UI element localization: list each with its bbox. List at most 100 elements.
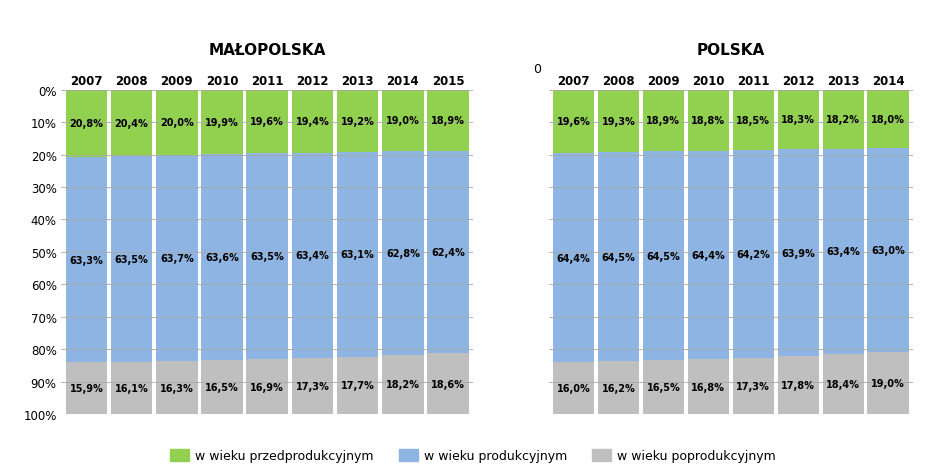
Text: 18,9%: 18,9% [431, 116, 465, 126]
Bar [111, 362, 152, 414]
Bar [642, 90, 684, 152]
Text: 62,4%: 62,4% [431, 248, 465, 258]
Bar [598, 90, 639, 153]
Text: 19,6%: 19,6% [556, 117, 590, 127]
Text: 64,5%: 64,5% [646, 251, 680, 261]
Bar [428, 152, 469, 354]
Text: 63,0%: 63,0% [871, 246, 905, 256]
Text: 64,4%: 64,4% [556, 253, 590, 263]
Text: 18,6%: 18,6% [431, 379, 465, 389]
Text: 17,8%: 17,8% [781, 380, 815, 390]
Bar [337, 153, 378, 357]
Bar [156, 155, 198, 361]
Text: 16,5%: 16,5% [205, 382, 239, 392]
Text: 64,4%: 64,4% [692, 250, 726, 260]
Text: 18,9%: 18,9% [646, 116, 680, 126]
Bar [552, 90, 594, 154]
Bar [867, 149, 909, 353]
Bar [201, 155, 243, 361]
Bar [111, 157, 152, 362]
Text: 16,0%: 16,0% [556, 383, 590, 393]
Text: 63,9%: 63,9% [781, 248, 815, 258]
Bar [732, 358, 774, 414]
Bar [65, 158, 107, 363]
Text: 19,6%: 19,6% [251, 117, 284, 127]
Bar [382, 355, 424, 414]
Bar [867, 353, 909, 414]
Bar [156, 361, 198, 414]
Text: 64,2%: 64,2% [736, 249, 770, 259]
Text: 62,8%: 62,8% [386, 248, 420, 258]
Text: 63,1%: 63,1% [341, 250, 375, 260]
Bar [688, 360, 729, 414]
Text: 20,8%: 20,8% [69, 119, 103, 129]
Bar [382, 90, 424, 152]
Bar [156, 90, 198, 155]
Text: 18,8%: 18,8% [692, 116, 726, 126]
Bar [822, 90, 864, 149]
Bar [247, 154, 288, 359]
Text: 63,3%: 63,3% [69, 255, 103, 265]
Bar [65, 363, 107, 414]
Bar [291, 358, 333, 415]
Text: 19,3%: 19,3% [602, 117, 636, 127]
Bar [688, 151, 729, 360]
Bar [428, 90, 469, 152]
Bar [382, 152, 424, 355]
Bar [688, 90, 729, 151]
Text: 16,3%: 16,3% [160, 383, 194, 393]
Bar [337, 357, 378, 414]
Text: 20,0%: 20,0% [160, 118, 194, 128]
Text: 64,5%: 64,5% [602, 252, 636, 262]
Text: 63,5%: 63,5% [251, 252, 284, 262]
Bar [598, 153, 639, 362]
Text: 19,4%: 19,4% [295, 117, 329, 127]
Text: 0: 0 [534, 62, 541, 76]
Bar [598, 362, 639, 414]
Text: 63,5%: 63,5% [114, 254, 149, 264]
Bar [778, 90, 819, 149]
Text: 18,4%: 18,4% [826, 379, 860, 389]
Bar [201, 90, 243, 155]
Bar [642, 360, 684, 414]
Text: 19,2%: 19,2% [341, 117, 375, 127]
Bar [822, 149, 864, 355]
Title: MAŁOPOLSKA: MAŁOPOLSKA [208, 42, 326, 58]
Bar [247, 359, 288, 414]
Bar [552, 362, 594, 414]
Bar [732, 150, 774, 358]
Text: 19,0%: 19,0% [871, 378, 905, 388]
Bar [247, 90, 288, 154]
Text: 16,5%: 16,5% [646, 382, 680, 392]
Text: 17,3%: 17,3% [736, 381, 770, 391]
Bar [201, 361, 243, 414]
Bar [552, 154, 594, 362]
Text: 15,9%: 15,9% [69, 383, 103, 393]
Text: 17,3%: 17,3% [295, 381, 329, 391]
Text: 63,6%: 63,6% [205, 253, 239, 263]
Text: 18,5%: 18,5% [736, 115, 770, 125]
Bar [822, 355, 864, 414]
Bar [428, 354, 469, 414]
Text: 63,4%: 63,4% [295, 251, 329, 261]
Text: 63,7%: 63,7% [160, 253, 194, 263]
Text: 17,7%: 17,7% [341, 380, 375, 390]
Text: 18,3%: 18,3% [781, 115, 815, 125]
Bar [337, 90, 378, 153]
Bar [778, 357, 819, 414]
Bar [291, 90, 333, 153]
Legend: w wieku przedprodukcyjnym, w wieku produkcyjnym, w wieku poprodukcyjnym: w wieku przedprodukcyjnym, w wieku produ… [166, 445, 780, 467]
Text: 18,2%: 18,2% [826, 115, 860, 125]
Text: 20,4%: 20,4% [114, 119, 149, 129]
Text: 63,4%: 63,4% [826, 247, 860, 257]
Text: 18,0%: 18,0% [871, 115, 905, 125]
Bar [291, 153, 333, 358]
Bar [867, 90, 909, 149]
Title: POLSKA: POLSKA [696, 42, 765, 58]
Text: 16,2%: 16,2% [602, 383, 636, 393]
Text: 18,2%: 18,2% [386, 380, 420, 390]
Bar [65, 90, 107, 158]
Text: 16,9%: 16,9% [251, 382, 284, 392]
Text: 16,8%: 16,8% [692, 382, 726, 392]
Text: 19,9%: 19,9% [205, 118, 239, 128]
